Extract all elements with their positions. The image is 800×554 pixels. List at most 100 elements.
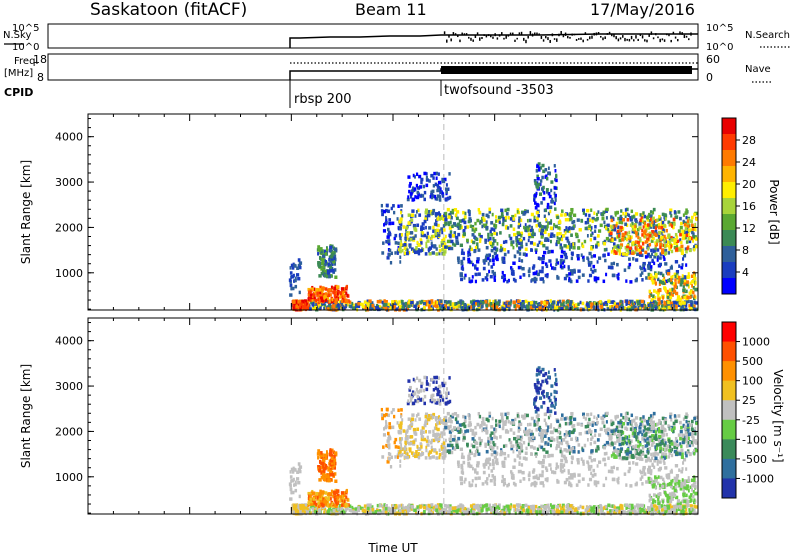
- power-cell: [590, 254, 593, 259]
- power-cell: [392, 204, 395, 208]
- power-cell: [536, 174, 539, 179]
- power-cell: [298, 303, 301, 307]
- power-cell: [524, 253, 528, 257]
- power-cell: [625, 237, 628, 242]
- velocity-cell: [387, 434, 391, 439]
- power-cell: [425, 172, 428, 176]
- power-cell: [502, 279, 505, 283]
- velocity-cell: [399, 440, 402, 445]
- power-cell: [653, 232, 657, 236]
- power-cell: [471, 279, 474, 283]
- velocity-cell: [560, 508, 564, 512]
- power-cell: [475, 237, 479, 242]
- nsearch-point: [553, 38, 556, 40]
- velocity-cell: [328, 478, 331, 483]
- power-cell: [424, 215, 429, 219]
- power-cell: [393, 236, 396, 241]
- velocity-cell: [387, 445, 391, 450]
- power-cell: [667, 220, 671, 225]
- nsearch-point: [584, 32, 587, 35]
- power-cell: [642, 300, 646, 304]
- power-cell: [600, 305, 603, 309]
- power-cell: [688, 248, 692, 253]
- velocity-cell: [358, 506, 362, 510]
- velocity-cell: [414, 454, 417, 459]
- power-cell: [401, 305, 405, 310]
- power-cell: [407, 301, 410, 305]
- power-cell: [338, 303, 342, 308]
- power-cell: [681, 276, 685, 280]
- velocity-cell: [398, 508, 403, 513]
- velocity-cell: [334, 499, 337, 504]
- power-cell: [451, 242, 455, 246]
- power-cell: [668, 247, 672, 252]
- power-cell: [334, 290, 338, 295]
- power-cell: [540, 225, 544, 229]
- power-cell: [425, 302, 428, 307]
- power-cell: [385, 215, 387, 220]
- nsearch-point: [562, 35, 565, 38]
- velocity-cell: [370, 505, 374, 509]
- power-cell: [694, 222, 697, 227]
- power-cell: [641, 228, 644, 233]
- power-cell: [320, 267, 324, 271]
- velocity-cell: [451, 506, 455, 510]
- power-cell: [538, 192, 543, 196]
- freq-tick-bottom: 8: [37, 71, 44, 84]
- power-cell: [476, 218, 480, 223]
- velocity-cell: [441, 434, 444, 439]
- power-cell: [319, 292, 323, 297]
- power-cell: [691, 280, 695, 284]
- velocity-cell: [661, 510, 665, 514]
- velocity-cell: [424, 414, 428, 419]
- power-cell: [624, 208, 627, 212]
- power-cell: [417, 248, 420, 252]
- power-cell: [530, 212, 534, 217]
- power-cell: [503, 252, 507, 257]
- power-cell: [329, 248, 333, 252]
- velocity-cell: [406, 434, 409, 439]
- velocity-cell: [388, 425, 392, 430]
- power-cell: [631, 301, 634, 305]
- velocity-cell: [313, 501, 317, 505]
- power-cell: [674, 232, 678, 237]
- power-cell: [395, 307, 399, 311]
- power-cell: [674, 274, 677, 279]
- velocity-cell: [695, 511, 699, 516]
- power-cell: [560, 254, 564, 259]
- power-cell: [503, 218, 507, 222]
- power-cell: [412, 188, 416, 193]
- power-cell: [491, 270, 495, 274]
- power-cell: [540, 229, 544, 233]
- power-cell: [435, 252, 439, 256]
- power-cell: [352, 306, 356, 310]
- power-cell: [366, 299, 370, 303]
- power-cell: [621, 238, 625, 242]
- velocity-cell: [366, 503, 370, 507]
- velocity-cell: [426, 443, 430, 447]
- power-cell: [692, 239, 695, 243]
- power-cell: [457, 260, 460, 265]
- nsearch-point: [666, 33, 668, 36]
- velocity-cell: [324, 466, 327, 471]
- power-cell: [484, 238, 488, 243]
- power-cell: [678, 301, 682, 306]
- power-cell: [689, 300, 693, 304]
- velocity-cell: [381, 504, 384, 509]
- power-cell: [692, 290, 695, 295]
- power-cell: [661, 248, 665, 252]
- power-cell: [549, 209, 552, 214]
- power-cell: [677, 303, 681, 308]
- power-cell: [322, 270, 325, 274]
- velocity-cell: [491, 507, 495, 512]
- power-cell: [678, 264, 681, 268]
- velocity-cell: [459, 509, 462, 513]
- velocity-cell: [328, 492, 332, 496]
- velocity-cell: [320, 461, 325, 466]
- velocity-cell: [363, 504, 367, 508]
- power-cell: [416, 240, 419, 245]
- power-cell: [684, 211, 688, 215]
- velocity-cell: [592, 509, 596, 514]
- power-cell: [528, 218, 532, 223]
- power-cell: [546, 306, 549, 310]
